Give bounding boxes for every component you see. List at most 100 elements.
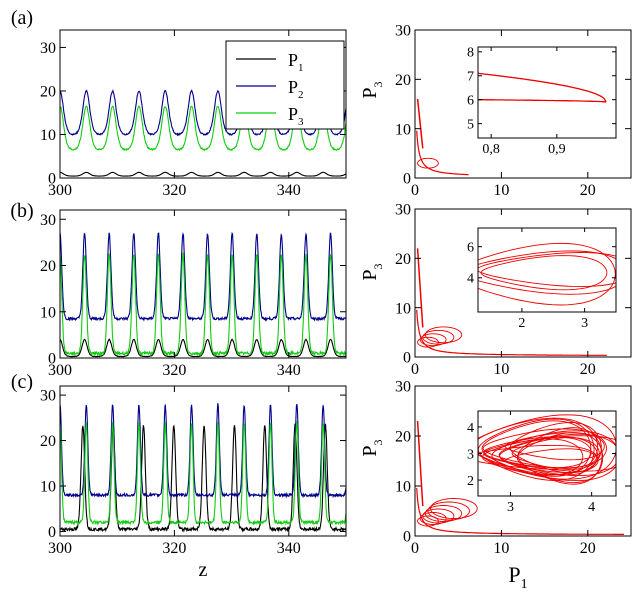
phase-b-ytick-label-1: 10 [395,300,411,317]
phase-c-loop-2 [422,508,455,524]
phase-a-loop-0 [417,157,439,169]
phase-b-spike [416,248,424,328]
ts-a-xtick-label-2: 340 [277,182,301,199]
phase-c-spike [416,420,424,507]
phase-a-inset-frame [477,46,617,139]
phase-c-ytick-label-2: 20 [395,429,411,446]
ts-b-xtick-label-1: 320 [162,362,186,379]
phase-c-ytick-label-3: 30 [395,379,411,396]
phase-b-ylabel-group: P3 [359,263,385,280]
phase-c-loop-5 [430,498,478,519]
ts-c-ytick-label-3: 30 [40,388,56,405]
ts-c-xtick-label-0: 300 [48,540,72,557]
phase-c-loop-1 [419,512,447,525]
phase-b-loop-3 [424,326,463,344]
phase-c-inset-xtick-label-0: 3 [507,500,514,515]
ts-a-legend-label-P1: P1 [288,50,304,74]
phase-a-ytick-label-1: 10 [395,121,411,138]
phase-c-ylabel: P3 [359,439,385,456]
phase-b-inset-ytick-label-1: 6 [467,241,474,256]
ts-a-xtick-label-0: 300 [48,182,72,199]
ts-c-series-P3 [59,421,347,526]
phase-c-frame [414,385,632,537]
phase-b-inset-bg [478,228,616,312]
phase-b-xtick-label-0: 0 [411,361,419,378]
ts-c-series-P1 [59,423,347,533]
phase-c-inset-ytick-label-1: 3 [467,447,474,462]
ts-b-ytick-label-0: 0 [48,351,56,368]
phase-a-trajectory [416,130,469,176]
phase-a-ytick-label-0: 0 [403,171,411,188]
phase-b-inset-xtick-label-0: 2 [518,316,525,331]
phase-c-xtick-label-0: 0 [411,540,419,557]
ts-b-series-P3 [59,252,347,357]
ts-c-xtick-label-1: 320 [162,540,186,557]
ts-b-xtick-label-2: 340 [277,362,301,379]
phase-b-loop-0 [417,336,439,348]
ts-a-frame [59,29,347,179]
ts-b-ytick-label-1: 10 [40,304,56,321]
phase-a-ylabel-group: P3 [359,81,385,98]
ts-b-xtick-label-0: 300 [48,362,72,379]
phase-b-inset-loop-3 [480,255,608,291]
ts-a-ytick-label-3: 30 [40,40,56,57]
phase-c-xtick-label-2: 20 [580,540,596,557]
ts-b-frame [59,209,347,359]
phase-c-ytick-label-1: 10 [395,479,411,496]
phase-c-loop-3 [424,505,463,522]
phase-b-ytick-label-3: 30 [395,202,411,219]
phase-c-inset-loop-16 [483,435,616,472]
phase-b-ytick-label-0: 0 [403,350,411,367]
ts-b-ytick-label-3: 30 [40,212,56,229]
phase-a-inset-branch-lower [478,99,607,103]
phase-c-inset-loop-6 [481,420,592,477]
phase-b-loop-1 [419,333,447,347]
phase-a-inset-plot [478,72,607,103]
phase-b-inset-plot [478,242,616,306]
phase-a-inset-xtick-label-1: 0,9 [548,142,566,157]
ts-a-ytick-label-1: 10 [40,127,56,144]
ts-c-ytick-label-0: 0 [48,524,56,541]
phase-a-inset-bg [478,47,616,138]
phase-b-inset-xtick-label-1: 3 [581,316,588,331]
phase-c-inset-xtick-label-1: 4 [588,500,595,515]
phase-b-trajectory [416,309,607,356]
phase-c-inset-ytick-label-0: 2 [467,474,474,489]
phase-b-inset-ytick-label-0: 4 [467,272,474,287]
ts-c-xlabel: z [199,559,208,581]
phase-a-ytick-label-2: 20 [395,72,411,89]
phase-c-ylabel-group: P3 [359,439,385,456]
phase-b-inset-loop-1 [478,252,616,288]
ts-a-ytick-label-2: 20 [40,84,56,101]
phase-b-loop-2 [422,329,455,345]
phase-b-ytick-label-2: 20 [395,251,411,268]
phase-a-inset-xtick-label-0: 0,8 [482,142,500,157]
phase-c-xlabel: P1 [508,562,527,592]
phase-a-frame [414,29,632,179]
phase-c-inset-loop-7 [478,417,599,476]
ts-a-legend-label-P3: P3 [288,104,304,128]
phase-a-spike [416,98,424,149]
ts-a-xtick-label-1: 320 [162,182,186,199]
ts-b-ytick-label-2: 20 [40,258,56,275]
phase-a-xtick-label-1: 10 [493,182,509,199]
ts-a-series-P1 [59,171,347,177]
ts-a-ytick-label-0: 0 [48,171,56,188]
ts-a-legend-box [225,40,345,130]
phase-c-inset-loop-17 [491,430,616,482]
phase-b-inset-loop-2 [478,242,616,306]
ts-a-panel-label: (a) [11,7,33,29]
phase-a-ylabel: P3 [359,81,385,98]
ts-c-panel-label: (c) [11,371,33,393]
ts-b-series-P2 [59,231,347,322]
phase-a-inset-ytick-label-1: 6 [467,94,474,109]
phase-a-inset-ytick-label-3: 8 [467,46,474,61]
ts-c-xtick-label-2: 340 [277,540,301,557]
phase-a-ytick-label-3: 30 [395,23,411,40]
phase-b-xtick-label-2: 20 [580,361,596,378]
phase-c-inset-loop-11 [517,427,603,485]
phase-c-loop-4 [427,501,470,521]
phase-a-inset-ytick-label-2: 7 [467,70,474,85]
phase-c-xtick-label-1: 10 [493,540,509,557]
